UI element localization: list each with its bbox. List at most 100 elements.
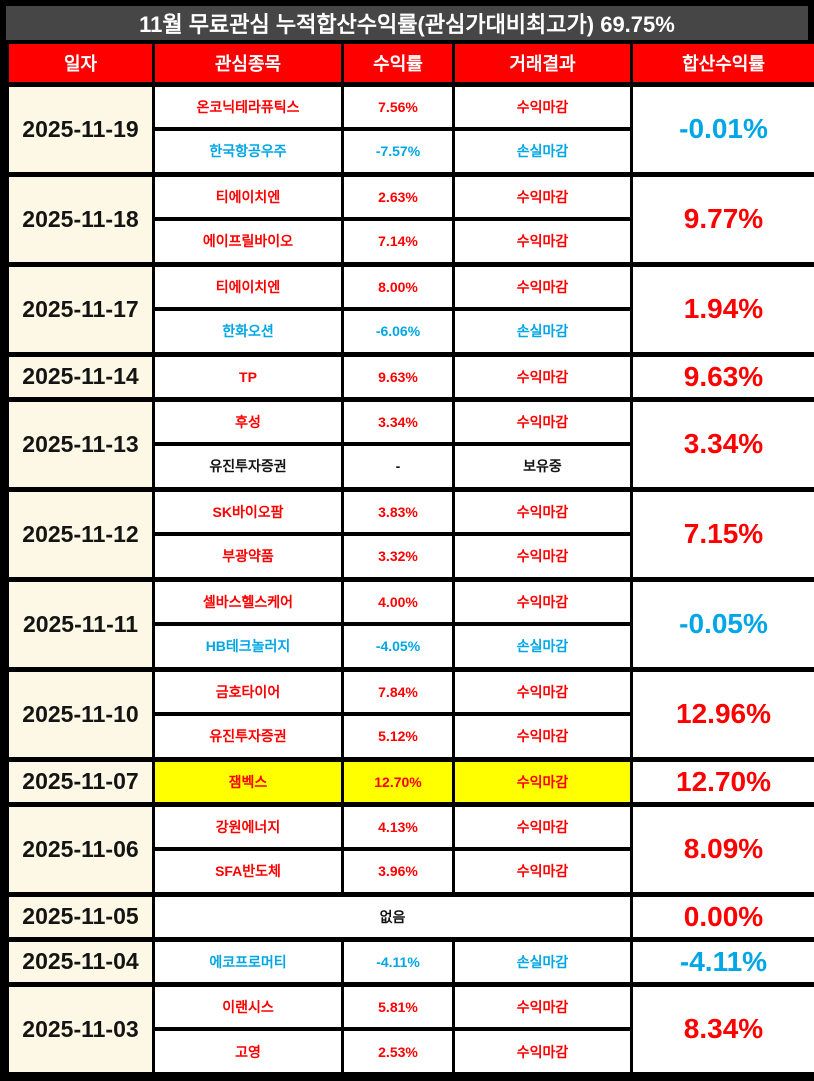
stock-name-cell: 이랜시스	[152, 981, 344, 1031]
column-header-return: 수익률	[341, 44, 455, 86]
total-return-cell: -0.05%	[630, 576, 814, 671]
header-row: 일자 관심종목 수익률 거래결과 합산수익률	[6, 44, 814, 86]
stock-name-cell: 유진투자증권	[152, 712, 344, 761]
return-cell: 12.70%	[341, 756, 455, 806]
table-row: 2025-11-13 후성 3.34% 수익마감 3.34%	[6, 396, 814, 491]
total-return-cell: -0.01%	[630, 81, 814, 176]
stock-name-cell: 에이프릴바이오	[152, 217, 344, 266]
table-row: 한화오션 -6.06% 손실마감	[8, 307, 814, 356]
date-cell: 2025-11-10	[6, 666, 155, 761]
return-cell: -7.57%	[341, 127, 455, 176]
result-cell: 수익마감	[452, 351, 633, 401]
return-cell: 5.12%	[341, 712, 455, 761]
return-cell: 3.96%	[341, 847, 455, 896]
return-cell: -	[341, 442, 455, 491]
total-return-cell: 8.34%	[630, 981, 814, 1076]
table-row: 유진투자증권 - 보유중	[8, 442, 814, 491]
return-cell: 9.63%	[341, 351, 455, 401]
return-cell: 2.53%	[341, 1027, 455, 1076]
date-cell: 2025-11-05	[6, 891, 155, 941]
result-cell: 보유중	[452, 442, 633, 491]
result-cell: 수익마감	[452, 712, 633, 761]
total-return-cell: 9.63%	[630, 351, 814, 401]
table-row: 2025-11-18 티에이치엔 2.63% 수익마감 9.77%	[6, 171, 814, 266]
table-row: 2025-11-07 잼벡스 12.70% 수익마감 12.70%	[6, 756, 814, 806]
total-return-cell: 12.70%	[630, 756, 814, 806]
result-cell: 수익마감	[452, 847, 633, 896]
return-cell: 5.81%	[341, 981, 455, 1031]
column-header-stock: 관심종목	[152, 44, 344, 86]
stock-name-cell: 고영	[152, 1027, 344, 1076]
stock-name-cell: 유진투자증권	[152, 442, 344, 491]
stock-name-cell: 셀바스헬스케어	[152, 576, 344, 626]
stock-name-cell: TP	[152, 351, 344, 401]
result-cell: 수익마감	[452, 81, 633, 131]
result-cell: 손실마감	[452, 127, 633, 176]
return-cell: -4.05%	[341, 622, 455, 671]
result-cell: 수익마감	[452, 801, 633, 851]
column-header-total-return: 합산수익률	[630, 44, 814, 86]
stock-name-cell: 한국항공우주	[152, 127, 344, 176]
date-cell: 2025-11-19	[6, 81, 155, 176]
column-header-date: 일자	[6, 44, 155, 86]
stock-name-cell: 강원에너지	[152, 801, 344, 851]
table-row: 2025-11-14 TP 9.63% 수익마감 9.63%	[6, 351, 814, 401]
result-cell: 손실마감	[452, 622, 633, 671]
table-row: 2025-11-03 이랜시스 5.81% 수익마감 8.34%	[6, 981, 814, 1076]
total-return-cell: 1.94%	[630, 261, 814, 356]
total-return-cell: -4.11%	[630, 936, 814, 986]
table-row: SFA반도체 3.96% 수익마감	[8, 847, 814, 896]
return-cell: -6.06%	[341, 307, 455, 356]
date-cell: 2025-11-14	[6, 351, 155, 401]
result-cell: 수익마감	[452, 396, 633, 446]
date-cell: 2025-11-17	[6, 261, 155, 356]
result-cell: 손실마감	[452, 936, 633, 986]
page-title: 11월 무료관심 누적합산수익률(관심가대비최고가) 69.75%	[6, 6, 808, 44]
return-cell: 3.34%	[341, 396, 455, 446]
stock-name-cell: SK바이오팜	[152, 486, 344, 536]
return-cell: 7.56%	[341, 81, 455, 131]
date-cell: 2025-11-18	[6, 171, 155, 266]
stock-name-cell: 티에이치엔	[152, 171, 344, 221]
table-row: 부광약품 3.32% 수익마감	[8, 532, 814, 581]
date-cell: 2025-11-07	[6, 756, 155, 806]
stock-name-cell: 부광약품	[152, 532, 344, 581]
result-cell: 수익마감	[452, 666, 633, 716]
table-row: 유진투자증권 5.12% 수익마감	[8, 712, 814, 761]
table-row: 에이프릴바이오 7.14% 수익마감	[8, 217, 814, 266]
stock-name-cell: 온코닉테라퓨틱스	[152, 81, 344, 131]
stock-name-cell: 금호타이어	[152, 666, 344, 716]
return-cell: 7.14%	[341, 217, 455, 266]
table-row: 2025-11-10 금호타이어 7.84% 수익마감 12.96%	[6, 666, 814, 761]
result-cell: 수익마감	[452, 1027, 633, 1076]
table-row: 2025-11-04 에코프로머티 -4.11% 손실마감 -4.11%	[6, 936, 814, 986]
no-pick-cell: 없음	[152, 891, 633, 941]
total-return-cell: 12.96%	[630, 666, 814, 761]
result-cell: 수익마감	[452, 576, 633, 626]
result-cell: 수익마감	[452, 171, 633, 221]
result-cell: 수익마감	[452, 981, 633, 1031]
stock-name-cell: 티에이치엔	[152, 261, 344, 311]
table-row: 2025-11-12 SK바이오팜 3.83% 수익마감 7.15%	[6, 486, 814, 581]
return-cell: 2.63%	[341, 171, 455, 221]
return-cell: 4.00%	[341, 576, 455, 626]
result-cell: 수익마감	[452, 261, 633, 311]
return-cell: 3.83%	[341, 486, 455, 536]
stock-name-cell: 에코프로머티	[152, 936, 344, 986]
return-cell: 4.13%	[341, 801, 455, 851]
table-row: 2025-11-05 없음 0.00%	[6, 891, 814, 941]
table-row: HB테크놀러지 -4.05% 손실마감	[8, 622, 814, 671]
date-cell: 2025-11-06	[6, 801, 155, 896]
total-return-cell: 3.34%	[630, 396, 814, 491]
date-cell: 2025-11-11	[6, 576, 155, 671]
total-return-cell: 0.00%	[630, 891, 814, 941]
return-cell: 7.84%	[341, 666, 455, 716]
result-cell: 손실마감	[452, 307, 633, 356]
returns-table: 일자 관심종목 수익률 거래결과 합산수익률 2025-11-19 온코닉테라퓨틱스 7.5…	[6, 44, 814, 1076]
return-cell: 3.32%	[341, 532, 455, 581]
table-row: 2025-11-19 온코닉테라퓨틱스 7.56% 수익마감 -0.01%	[6, 81, 814, 176]
table-row: 2025-11-06 강원에너지 4.13% 수익마감 8.09%	[6, 801, 814, 896]
table-row: 2025-11-17 티에이치엔 8.00% 수익마감 1.94%	[6, 261, 814, 356]
stock-name-cell: 한화오션	[152, 307, 344, 356]
column-header-result: 거래결과	[452, 44, 633, 86]
